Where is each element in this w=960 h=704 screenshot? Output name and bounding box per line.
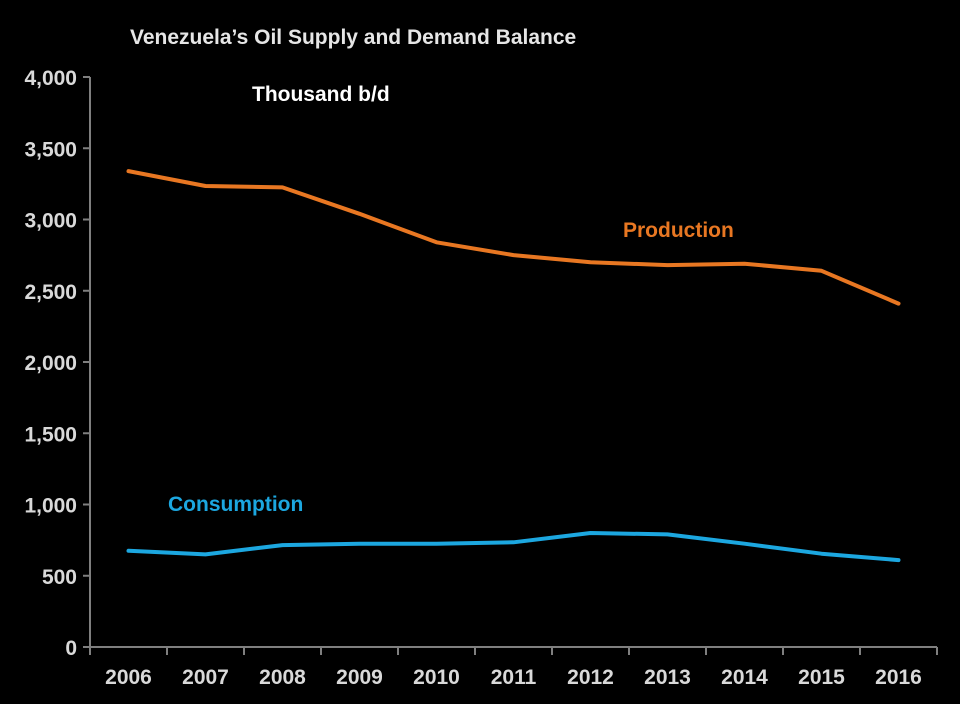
data-point-production [280,185,285,190]
x-tick-label: 2011 [491,666,537,689]
y-axis: 0 500 1,000 1,500 2,000 2,500 3,000 3,500 4,000 [24,67,91,660]
data-point-production [665,263,670,267]
y-tick-label: 3,500 [24,138,77,161]
series-label-production: Production [623,219,734,242]
y-tick-label: 0 [65,637,77,660]
x-tick-label: 2010 [413,666,460,689]
x-tick-label: 2007 [182,666,229,689]
x-tick-label: 2014 [721,666,768,689]
data-point-consumption [742,542,747,546]
data-point-consumption [896,558,901,562]
x-tick-label: 2006 [105,666,152,689]
y-tick-label: 1,000 [24,495,77,518]
data-point-production [511,253,516,257]
data-point-consumption [588,531,593,535]
data-point-production [742,262,747,266]
chart-title: Venezuela’s Oil Supply and Demand Balanc… [130,26,576,49]
x-tick-label: 2015 [798,666,845,689]
x-tick-label: 2009 [336,666,383,689]
x-tick-label: 2012 [567,666,614,689]
y-tick-label: 2,500 [24,281,77,304]
data-point-consumption [203,552,208,556]
data-point-production [434,240,439,244]
data-point-production [203,184,208,188]
x-tick-label: 2016 [875,666,922,689]
data-point-production [126,169,131,173]
data-point-consumption [511,540,516,544]
unit-label: Thousand b/d [252,83,390,106]
series-line-consumption [126,531,901,563]
data-point-production [588,260,593,264]
x-tick-label: 2008 [259,666,306,689]
y-tick-label: 500 [42,566,77,589]
data-point-consumption [665,532,670,537]
data-point-production [357,212,362,216]
y-tick-label: 2,000 [24,352,77,375]
y-tick-label: 3,000 [24,210,77,233]
data-point-consumption [126,549,131,553]
series-label-consumption: Consumption [168,493,303,516]
y-tick-label: 1,500 [24,423,77,446]
data-point-consumption [280,543,285,547]
x-tick-label: 2013 [644,666,691,689]
data-point-consumption [819,552,824,556]
data-point-production [819,269,824,273]
y-tick-label: 4,000 [24,67,77,90]
data-point-production [896,301,901,306]
data-point-consumption [357,542,362,546]
data-point-consumption [434,542,439,546]
series-line-production [126,169,901,306]
x-axis: 2006 2007 2008 2009 2010 2011 2012 2013 2014 2015… [89,646,938,689]
series-layer [126,169,901,563]
